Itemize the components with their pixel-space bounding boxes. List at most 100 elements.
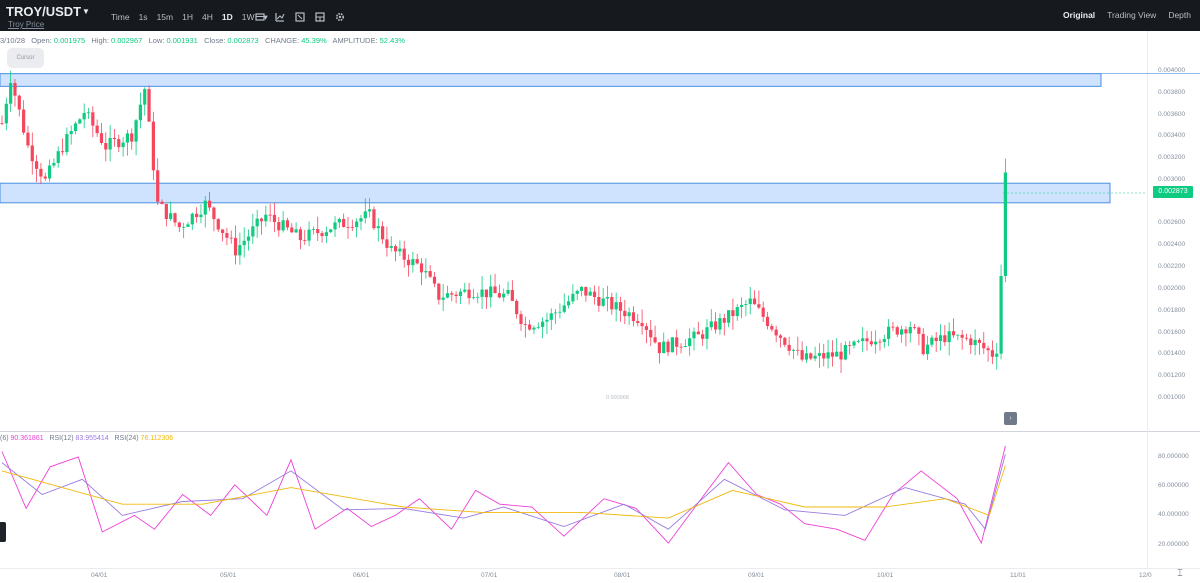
scroll-right-icon[interactable]: › xyxy=(1004,412,1017,425)
candle-body xyxy=(839,351,843,360)
candle-body xyxy=(43,176,47,179)
rsi-line-6 xyxy=(1,445,1006,545)
candle-body xyxy=(320,233,324,237)
pair-subtitle-link[interactable]: Troy Price xyxy=(8,20,45,29)
candle-body xyxy=(610,296,614,310)
candle-body xyxy=(653,337,657,343)
layout-icon[interactable] xyxy=(315,12,325,22)
candle-body xyxy=(437,283,441,300)
candle-body xyxy=(246,236,251,241)
gear-icon[interactable] xyxy=(335,12,345,22)
candle-body xyxy=(856,341,860,342)
interval-1h[interactable]: 1H xyxy=(182,12,193,22)
candle-body xyxy=(393,246,398,252)
candle-body xyxy=(233,237,238,256)
candle-body xyxy=(891,326,895,328)
candle-body xyxy=(0,123,4,125)
candle-body xyxy=(333,222,337,230)
candle-body xyxy=(623,310,627,317)
candle-body xyxy=(536,326,540,328)
candle-body xyxy=(943,335,947,343)
candle-body xyxy=(285,220,290,228)
price-tick: 0.001400 xyxy=(1158,350,1185,357)
support-resistance-zone[interactable] xyxy=(0,182,1111,204)
candle-body xyxy=(476,296,480,298)
candle-body xyxy=(701,334,705,339)
candle-body xyxy=(424,271,428,273)
time-range-icon[interactable]: ⌶ xyxy=(1177,568,1183,578)
candle-body xyxy=(519,314,523,324)
candle-body xyxy=(545,319,549,322)
candle-body xyxy=(151,121,155,171)
candle-body xyxy=(584,286,588,296)
support-resistance-zone[interactable] xyxy=(0,73,1102,87)
interval-4h[interactable]: 4H xyxy=(201,12,213,22)
candle-body xyxy=(804,353,809,360)
candle-body xyxy=(52,162,56,166)
interval-1w[interactable]: 1W xyxy=(241,12,255,22)
interval-15m[interactable]: 15m xyxy=(156,12,174,22)
candle-body xyxy=(813,355,817,359)
candle-body xyxy=(705,327,709,339)
candle-body xyxy=(35,161,39,169)
candle-body xyxy=(381,226,385,240)
draw-icon[interactable] xyxy=(275,12,285,22)
candle-body xyxy=(554,312,558,314)
candle-body xyxy=(95,125,99,134)
time-tick: 05/01 xyxy=(220,572,237,579)
interval-1d[interactable]: 1D xyxy=(221,12,233,22)
candle-body xyxy=(835,351,839,357)
candle-body xyxy=(463,289,467,292)
low-price-marker: 0.000968 xyxy=(606,395,629,401)
candle-body xyxy=(385,239,389,248)
candle-body xyxy=(761,307,765,317)
candle-body xyxy=(925,344,930,355)
candle-body xyxy=(17,95,21,110)
candle-body xyxy=(329,229,333,233)
rsi-legend: (6) 90.361861 RSI(12) 83.955414 RSI(24) … xyxy=(0,435,173,442)
candle-body xyxy=(614,302,618,310)
indicator-icon[interactable] xyxy=(255,12,265,22)
candle-body xyxy=(817,353,822,356)
tab-depth[interactable]: Depth xyxy=(1168,10,1191,20)
interval-1s[interactable]: 1s xyxy=(138,12,148,22)
candle-body xyxy=(977,339,982,343)
candle-body xyxy=(951,331,956,336)
candle-body xyxy=(294,229,298,233)
pair-title[interactable]: TROY/USDT xyxy=(6,4,82,19)
candle-body xyxy=(921,333,925,355)
candle-body xyxy=(99,133,104,144)
candle-body xyxy=(887,326,891,339)
candle-body xyxy=(895,327,899,335)
tab-original[interactable]: Original xyxy=(1063,10,1096,20)
candle-body xyxy=(558,311,562,313)
candle-body xyxy=(143,89,147,105)
candle-body xyxy=(930,337,934,345)
ruler-icon[interactable] xyxy=(295,12,305,22)
more-intervals-chevron-icon[interactable]: ▾ xyxy=(263,11,268,22)
candle-body xyxy=(588,291,592,296)
candle-body xyxy=(666,341,670,353)
candle-body xyxy=(195,213,199,218)
tab-trading-view[interactable]: Trading View xyxy=(1107,10,1157,20)
candle-body xyxy=(13,82,17,96)
candle-body xyxy=(995,353,999,357)
ohlc-readout: 3/10/28 Open: 0.001975 High: 0.002967 Lo… xyxy=(0,36,405,45)
candle-body xyxy=(259,218,264,222)
open-label: Open: xyxy=(31,36,52,45)
candle-body xyxy=(445,293,450,298)
time-tick: 07/01 xyxy=(481,572,498,579)
interval-time[interactable]: Time xyxy=(111,12,130,22)
zones-layer xyxy=(0,73,1200,204)
candle-body xyxy=(242,240,246,246)
candle-body xyxy=(882,338,886,343)
candle-body xyxy=(368,209,372,212)
candle-body xyxy=(692,331,696,339)
candle-body xyxy=(830,352,834,357)
candle-body xyxy=(411,259,415,266)
candle-body xyxy=(73,123,78,132)
chevron-down-icon[interactable]: ▼ xyxy=(82,7,90,16)
price-tick: 0.001000 xyxy=(1158,394,1185,401)
candle-body xyxy=(316,229,320,234)
